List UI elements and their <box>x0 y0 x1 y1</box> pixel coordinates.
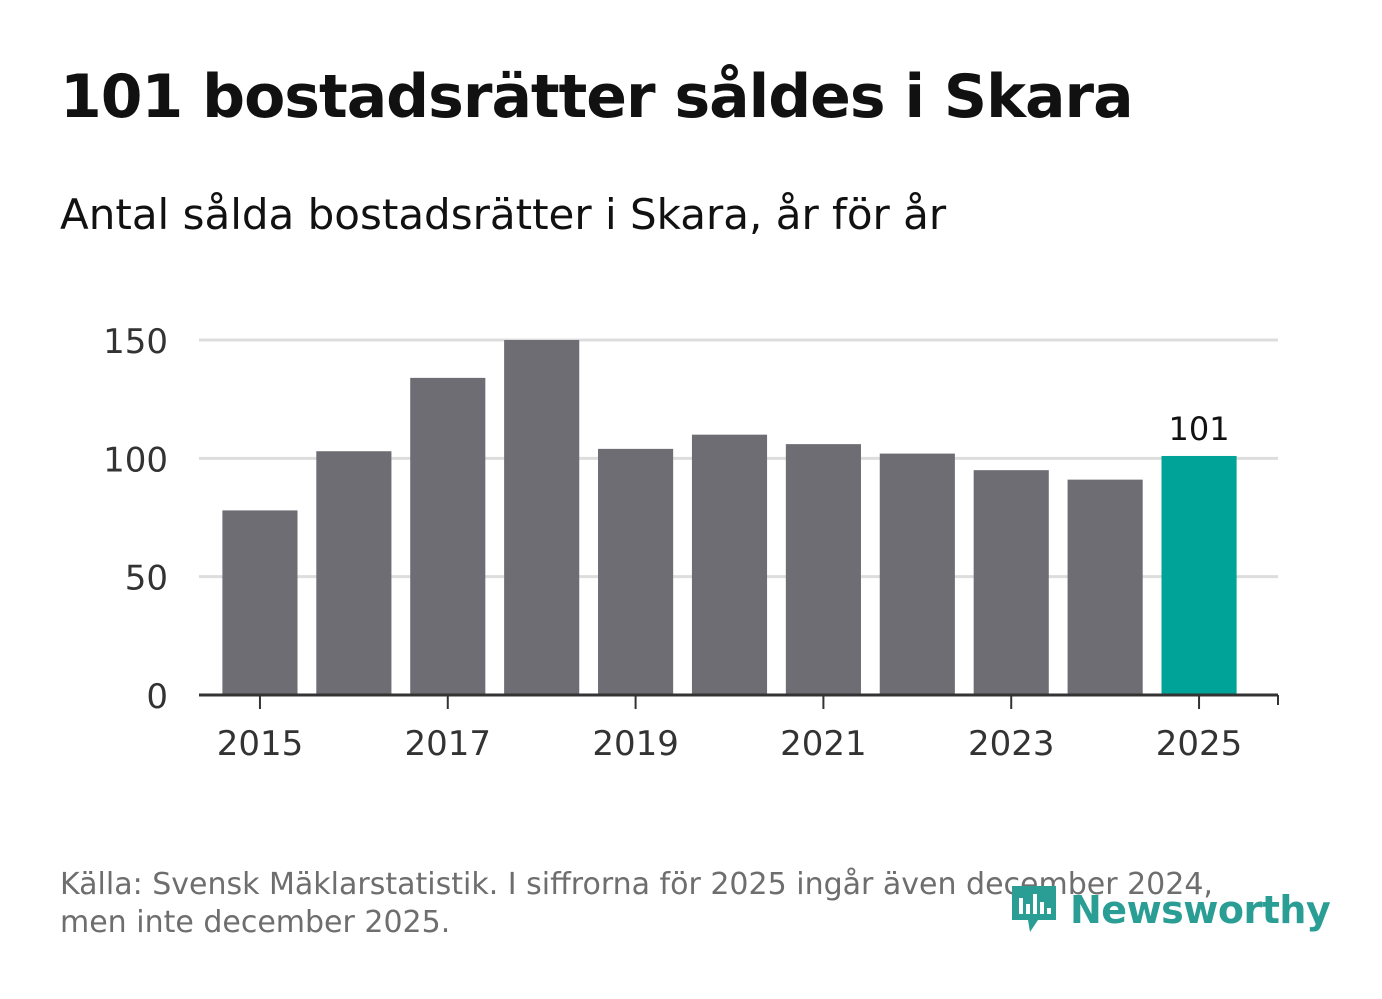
bar-2020 <box>691 434 768 695</box>
y-tick-label-0: 0 <box>146 677 168 717</box>
bar-2021 <box>785 444 861 695</box>
bar-2018 <box>504 340 580 695</box>
bar-2019 <box>598 448 674 695</box>
bar-2025 <box>1161 455 1237 695</box>
brand-name: Newsworthy <box>1070 888 1331 932</box>
y-tick-label-50: 50 <box>125 559 168 599</box>
x-tick-label-2021: 2021 <box>780 724 867 764</box>
x-tick-label-2025: 2025 <box>1156 724 1243 764</box>
brand-logo: Newsworthy <box>1008 878 1331 942</box>
bar-2017 <box>410 377 486 695</box>
newsworthy-logo-icon <box>1012 886 1056 932</box>
y-tick-label-100: 100 <box>103 440 168 480</box>
bar-2023 <box>973 470 1049 695</box>
y-tick-label-150: 150 <box>103 322 168 362</box>
x-tick-label-2023: 2023 <box>968 724 1055 764</box>
data-label-2025: 101 <box>1169 410 1230 448</box>
bar-chart: 0 50 100 150 101 2015 2017 2019 2021 2023 2025 <box>103 322 1279 764</box>
bar-2024 <box>1067 479 1143 695</box>
x-tick-label-2017: 2017 <box>405 724 492 764</box>
bar-2022 <box>879 453 955 695</box>
bar-2016 <box>316 451 392 695</box>
chart-title: 101 bostadsrätter såldes i Skara <box>60 62 1134 132</box>
x-tick-label-2019: 2019 <box>592 724 679 764</box>
x-tick-label-2015: 2015 <box>217 724 304 764</box>
bar-2015 <box>222 510 298 695</box>
chart-subtitle: Antal sålda bostadsrätter i Skara, år fö… <box>60 190 947 239</box>
